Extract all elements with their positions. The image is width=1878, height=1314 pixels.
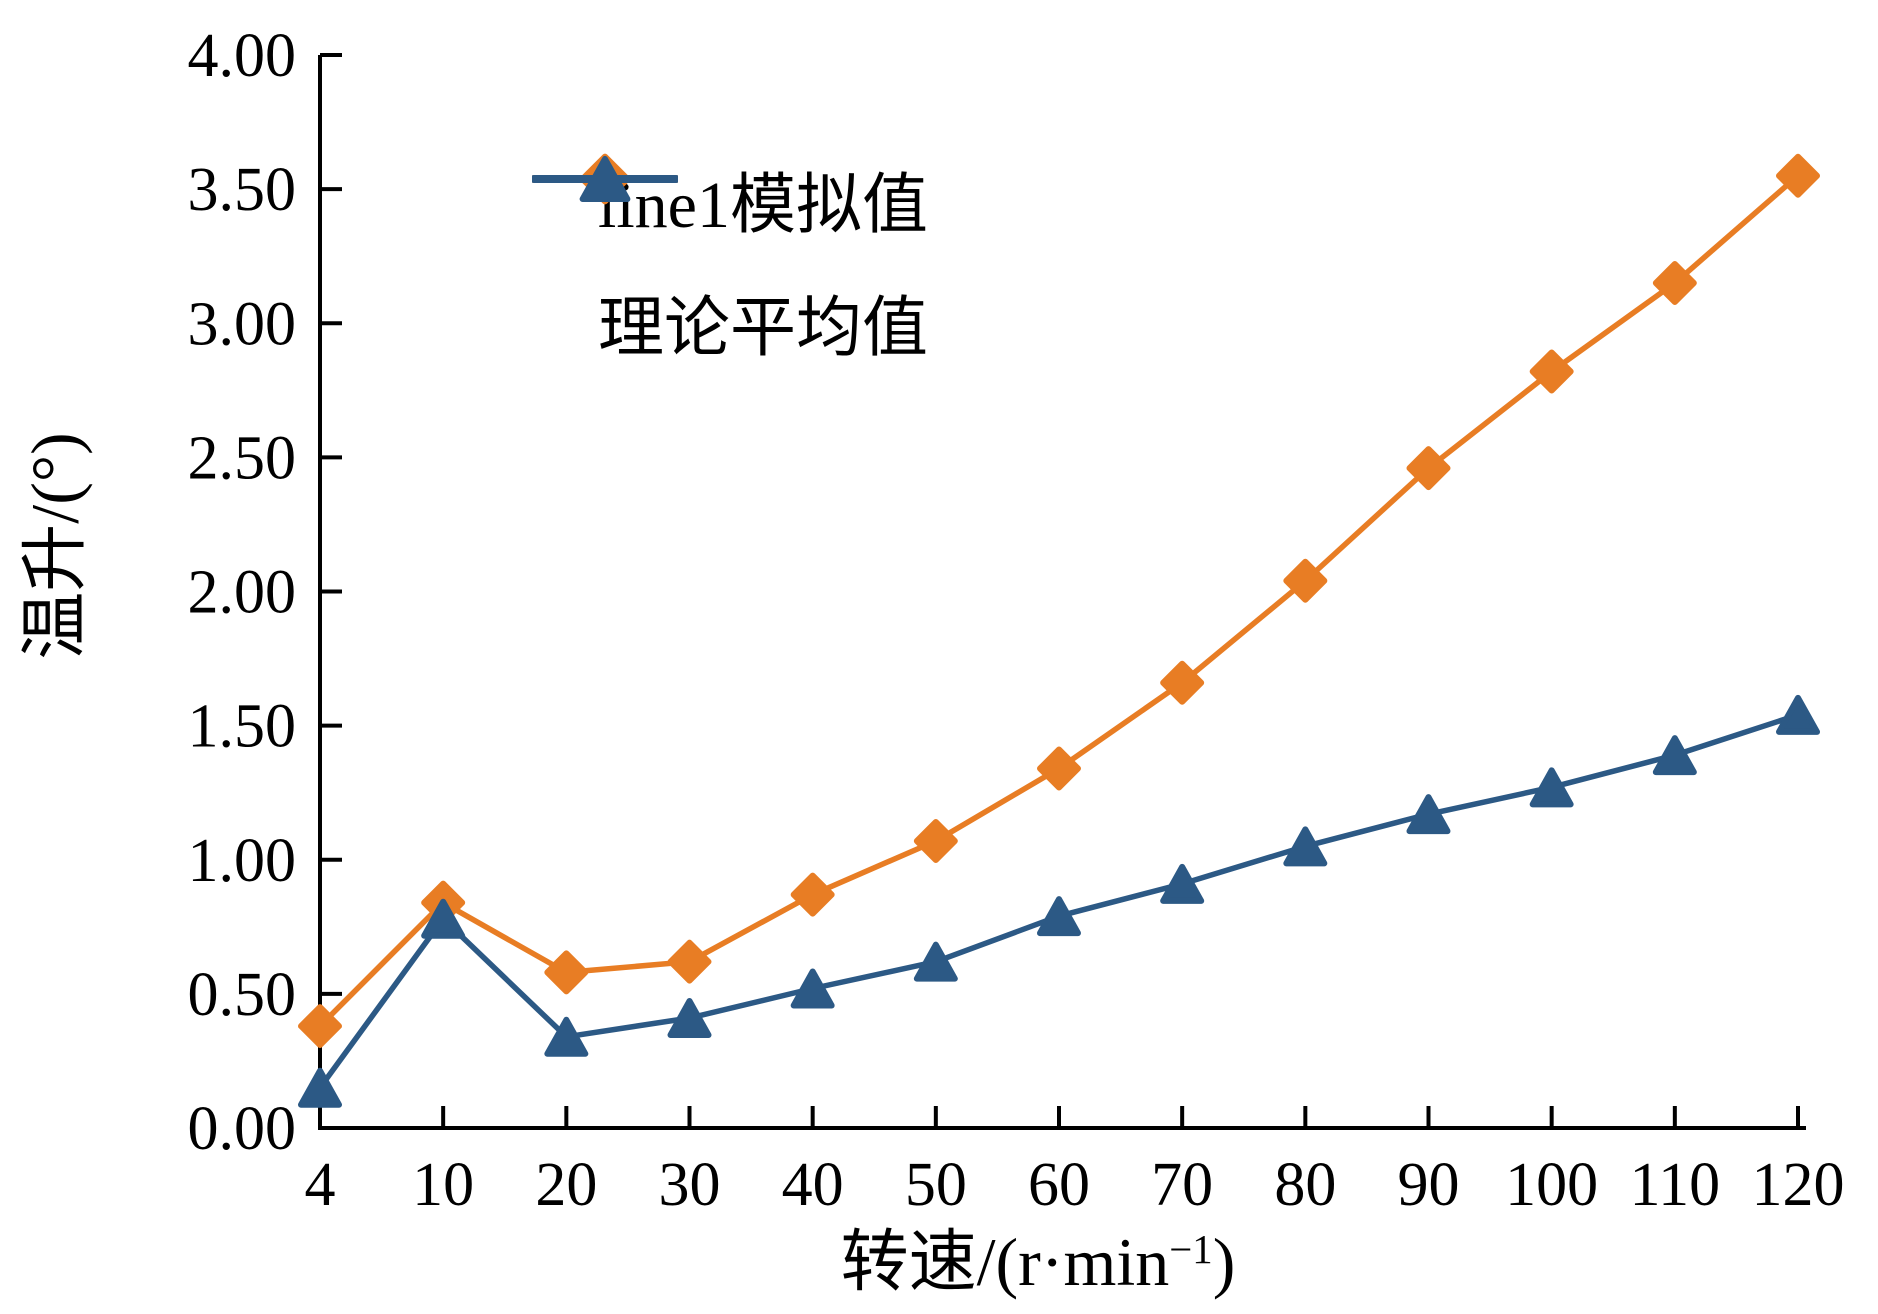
x-tick-label: 4 [305,1151,336,1219]
x-tick-label: 110 [1629,1151,1720,1219]
series-0-marker-diamond [1406,446,1451,491]
x-tick-label: 70 [1151,1151,1213,1219]
series-0-marker-diamond [1652,261,1697,306]
series-1-marker-triangle [1283,826,1328,867]
series-1-marker-triangle [913,941,958,982]
y-axis-title: 温升/(°) [17,432,93,660]
series-0-marker-diamond [544,950,589,995]
x-tick-label: 10 [412,1151,474,1219]
x-tick-label: 100 [1505,1151,1598,1219]
series-1-marker-triangle [790,968,835,1009]
y-tick-label: 4.00 [188,22,297,90]
y-tick-label: 2.00 [188,559,297,627]
series-0-marker-diamond [1037,746,1081,791]
x-axis-title-superscript: −1 [1169,1226,1213,1272]
legend-marker-triangle [579,155,631,203]
x-axis-title-close-paren: ) [1212,1224,1236,1300]
series-1-marker-triangle [1529,767,1574,808]
legend: line1模拟值 理论平均值 [532,144,928,390]
series-0-marker-diamond [667,939,712,984]
series-0-marker-diamond [1529,349,1574,394]
legend-row-1: 理论平均值 [532,155,928,390]
series-1-marker-triangle [667,998,712,1039]
legend-swatch-triangle-icon [532,155,678,203]
y-tick-label: 3.00 [188,290,297,358]
series-1-marker-triangle [1406,794,1451,835]
series-0-marker-diamond [1776,153,1820,198]
x-tick-label: 60 [1028,1151,1090,1219]
series-1-marker-triangle [1776,694,1820,735]
y-tick-label: 2.50 [188,424,297,492]
series-0-marker-diamond [790,872,835,917]
series-1-marker-triangle [421,898,466,939]
x-tick-label: 30 [659,1151,721,1219]
series-0-marker-diamond [1283,558,1328,603]
y-tick-label: 1.50 [188,693,297,761]
series-1-marker-triangle [1037,896,1081,937]
x-axis-title: 转速/(r·min−1) [841,1228,1236,1296]
series-1-marker-triangle [544,1016,589,1057]
legend-label-1: 理论平均值 [598,291,928,365]
x-tick-label: 50 [905,1151,967,1219]
x-tick-label: 40 [782,1151,844,1219]
y-tick-label: 3.50 [188,156,297,224]
series-1-marker-triangle [1652,735,1697,776]
series-1-marker-triangle [1160,863,1205,904]
x-tick-label: 90 [1398,1151,1460,1219]
series-0-marker-diamond [1160,660,1205,705]
series-1-marker-triangle [298,1067,342,1108]
x-axis-title-text: 转速/(r·min [840,1224,1170,1300]
series-0-marker-diamond [298,1004,342,1049]
x-tick-label: 120 [1752,1151,1845,1219]
x-tick-label: 20 [535,1151,597,1219]
y-tick-label: 0.50 [188,961,297,1029]
x-tick-label: 80 [1274,1151,1336,1219]
y-tick-label: 0.00 [188,1095,297,1163]
series-0-marker-diamond [913,818,958,863]
y-tick-label: 1.00 [188,827,297,895]
